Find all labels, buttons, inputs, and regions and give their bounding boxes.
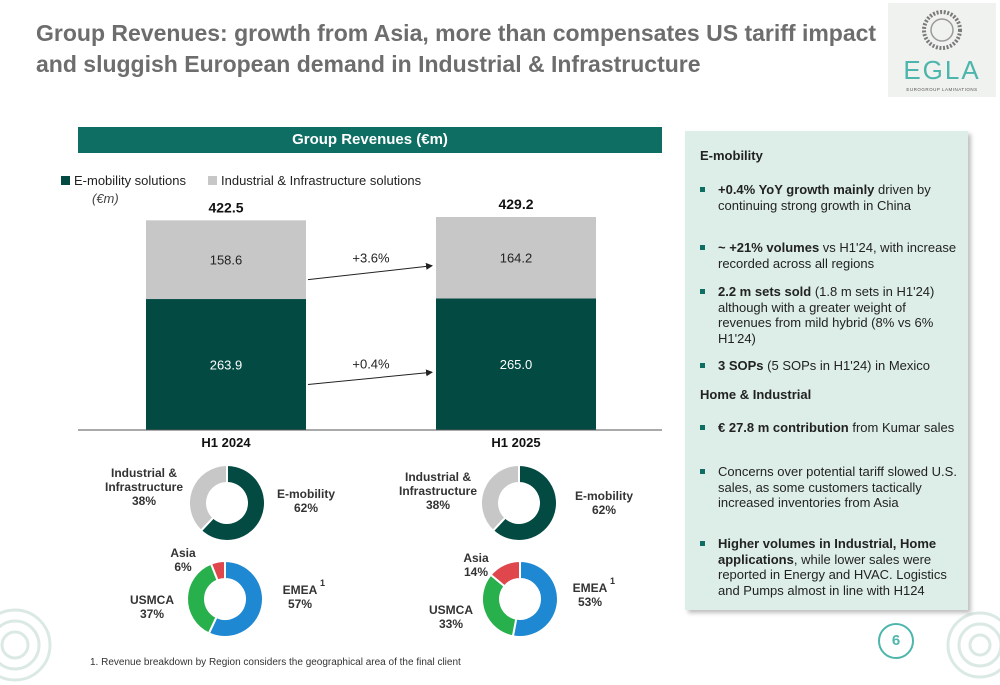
page-title: Group Revenues: growth from Asia, more t… (36, 20, 877, 77)
donut-label: Infrastructure (105, 480, 183, 494)
donut-label: EMEA (573, 581, 608, 595)
bullet-item: ~ +21% volumes vs H1'24, with increase r… (700, 240, 958, 271)
bullet-bold: 3 SOPs (718, 358, 764, 373)
page-number: 6 (878, 623, 914, 659)
bullet-text: (1.8 m sets in H1'24) although with a gr… (718, 284, 935, 346)
donut-label: E-mobility (277, 487, 335, 501)
bullet-marker-icon (700, 187, 705, 192)
bullet-item: 3 SOPs (5 SOPs in H1'24) in Mexico (700, 358, 958, 374)
decorative-ornament-right (946, 611, 1000, 679)
donut-label: 38% (426, 498, 450, 512)
logo-brand: EGLA (903, 55, 981, 85)
donut-label: 33% (439, 617, 463, 631)
donut-label: Asia (170, 546, 196, 560)
donut-slice (489, 559, 521, 588)
donut-label: 6% (174, 560, 192, 574)
legend-label-industrial: Industrial & Infrastructure solutions (221, 173, 422, 188)
donut-label: 38% (132, 494, 156, 508)
bullet-marker-icon (700, 363, 705, 368)
donut-slice (481, 573, 518, 638)
donut-label: 53% (578, 595, 602, 609)
section-heading-home-industrial: Home & Industrial (700, 387, 812, 402)
donut-slice (209, 559, 226, 582)
growth-label: +3.6% (352, 251, 390, 266)
bar-segment (146, 220, 306, 300)
donut-label: 37% (140, 607, 164, 621)
bullet-text: driven by continuing strong growth in Ch… (718, 182, 931, 213)
footnote-marker: 1 (320, 578, 325, 588)
bar-value-label: 164.2 (500, 251, 533, 266)
bullet-marker-icon (700, 245, 705, 250)
bullet-item: € 27.8 m contribution from Kumar sales (700, 420, 958, 436)
bullet-text: vs H1'24, with increase recorded across … (718, 240, 957, 271)
donut-slice (480, 463, 520, 533)
legend-item-emobility: E-mobility solutions (61, 173, 186, 188)
bullet-marker-icon (700, 469, 705, 474)
donut-label: EMEA (283, 583, 318, 597)
legend-swatch-industrial (208, 176, 217, 185)
decorative-ornament-left (0, 608, 52, 682)
donut-slice (199, 463, 266, 542)
bar-total-label: 429.2 (498, 196, 533, 212)
legend-swatch-emobility (61, 176, 70, 185)
bar-segment (436, 298, 596, 430)
growth-label: +0.4% (352, 356, 390, 371)
bullet-item: Higher volumes in Industrial, Home appli… (700, 536, 958, 598)
legend-item-industrial: Industrial & Infrastructure solutions (208, 173, 421, 188)
bar-segment (146, 299, 306, 430)
chart-title-banner: Group Revenues (€m) (78, 127, 662, 153)
bullet-item: +0.4% YoY growth mainly driven by contin… (700, 182, 958, 213)
category-label: H1 2024 (201, 435, 251, 450)
logo-ring-icon (922, 10, 962, 50)
donut-label: USMCA (429, 603, 473, 617)
donut-label: 62% (294, 501, 318, 515)
bullet-bold: +0.4% YoY growth mainly (718, 182, 875, 197)
bullet-marker-icon (700, 425, 705, 430)
bar-value-label: 158.6 (210, 253, 243, 268)
donut-slice (186, 562, 219, 635)
bullet-item: 2.2 m sets sold (1.8 m sets in H1'24) al… (700, 284, 958, 346)
bar-value-label: 263.9 (210, 358, 243, 373)
bullet-bold: € 27.8 m contribution (718, 420, 849, 435)
donut-label: 62% (592, 503, 616, 517)
donut-label: Infrastructure (399, 484, 477, 498)
company-logo: EGLA EUROGROUP LAMINATIONS (888, 3, 996, 97)
bullet-bold: 2.2 m sets sold (718, 284, 812, 299)
donut-label: E-mobility (575, 489, 633, 503)
donut-slice (511, 559, 559, 638)
donut-label: Asia (463, 551, 489, 565)
bullet-bold: Higher volumes in Industrial, Home appli… (718, 536, 937, 567)
donut-label: 57% (288, 597, 312, 611)
bar-segment (436, 217, 596, 299)
bullet-text: , while lower sales were reported in Ene… (718, 551, 947, 598)
legend-label-emobility: E-mobility solutions (74, 173, 186, 188)
footnote: 1. Revenue breakdown by Region considers… (90, 657, 461, 668)
growth-arrow (307, 369, 433, 386)
unit-label: (€m) (92, 191, 119, 206)
bullet-text: Concerns over potential tariff slowed U.… (718, 464, 957, 510)
bar-total-label: 422.5 (208, 199, 243, 215)
donut-slice (491, 463, 558, 542)
donut-label: USMCA (130, 593, 174, 607)
bullet-marker-icon (700, 541, 705, 546)
bullet-bold: ~ +21% volumes (718, 240, 820, 255)
logo-tagline: EUROGROUP LAMINATIONS (906, 87, 978, 92)
donut-slice (188, 463, 228, 533)
bullet-text: (5 SOPs in H1'24) in Mexico (763, 358, 931, 373)
bullet-item: Concerns over potential tariff slowed U.… (700, 464, 958, 511)
category-label: H1 2025 (491, 435, 540, 450)
bullet-text: from Kumar sales (848, 420, 955, 435)
footnote-marker: 1 (610, 576, 615, 586)
donut-label: 14% (464, 565, 488, 579)
donut-label: Industrial & (405, 470, 471, 484)
commentary-panel: E-mobility +0.4% YoY growth mainly drive… (685, 131, 968, 610)
bullet-marker-icon (700, 289, 705, 294)
bar-value-label: 265.0 (500, 357, 533, 372)
donut-slice (207, 559, 264, 638)
stacked-bar-chart: 263.9 158.6 422.5 H1 2024 265.0 164.2 429.2 H1 … (78, 196, 662, 450)
donut-label: Industrial & (111, 466, 177, 480)
section-heading-emobility: E-mobility (700, 148, 763, 163)
growth-arrow (307, 262, 433, 281)
